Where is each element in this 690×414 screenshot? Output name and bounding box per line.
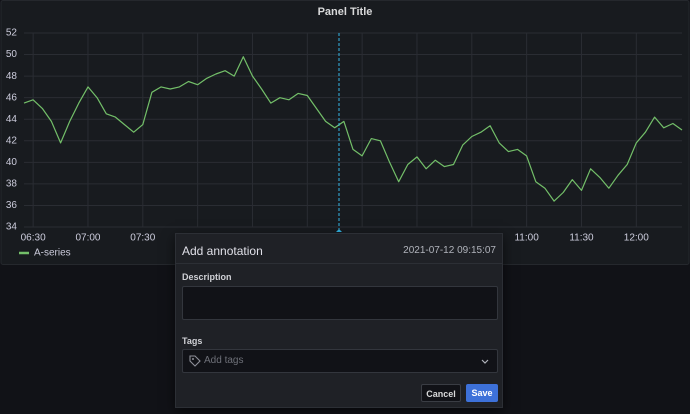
y-tick-label: 38 xyxy=(6,179,18,190)
y-tick-label: 40 xyxy=(6,157,18,168)
y-tick-label: 42 xyxy=(6,135,18,146)
description-textarea[interactable] xyxy=(182,286,498,320)
annotation-marker-head xyxy=(336,229,342,232)
chart-title: Panel Title xyxy=(318,6,373,18)
x-tick-label: 07:30 xyxy=(130,233,155,244)
panel xyxy=(0,0,690,265)
cancel-button[interactable]: Cancel xyxy=(421,384,461,402)
x-tick-label: 06:30 xyxy=(21,233,46,244)
description-label: Description xyxy=(182,272,232,282)
y-tick-label: 36 xyxy=(6,200,18,211)
tag-icon xyxy=(189,355,201,367)
x-tick-label: 11:30 xyxy=(569,233,594,244)
x-tick-label: 12:00 xyxy=(624,233,649,244)
annotation-dialog: Add annotation 2021-07-12 09:15:07 Descr… xyxy=(175,233,503,408)
y-tick-label: 46 xyxy=(6,92,18,103)
y-tick-label: 50 xyxy=(6,49,18,60)
y-tick-label: 44 xyxy=(6,114,18,125)
chevron xyxy=(481,359,489,364)
save-button[interactable]: Save xyxy=(466,384,498,402)
legend-label: A-series xyxy=(34,248,71,259)
dialog-timestamp: 2021-07-12 09:15:07 xyxy=(403,245,496,256)
x-tick-label: 11:00 xyxy=(514,233,539,244)
dialog-title: Add annotation xyxy=(182,244,263,258)
divider xyxy=(176,263,502,264)
y-tick-label: 48 xyxy=(6,71,18,82)
y-tick-label: 52 xyxy=(6,28,18,39)
tags-label: Tags xyxy=(182,336,203,346)
x-tick-label: 07:00 xyxy=(75,233,100,244)
tags-placeholder: Add tags xyxy=(204,355,244,366)
y-tick-label: 34 xyxy=(6,222,18,233)
tags-input[interactable]: Add tags xyxy=(182,349,498,373)
series-line xyxy=(23,56,683,202)
